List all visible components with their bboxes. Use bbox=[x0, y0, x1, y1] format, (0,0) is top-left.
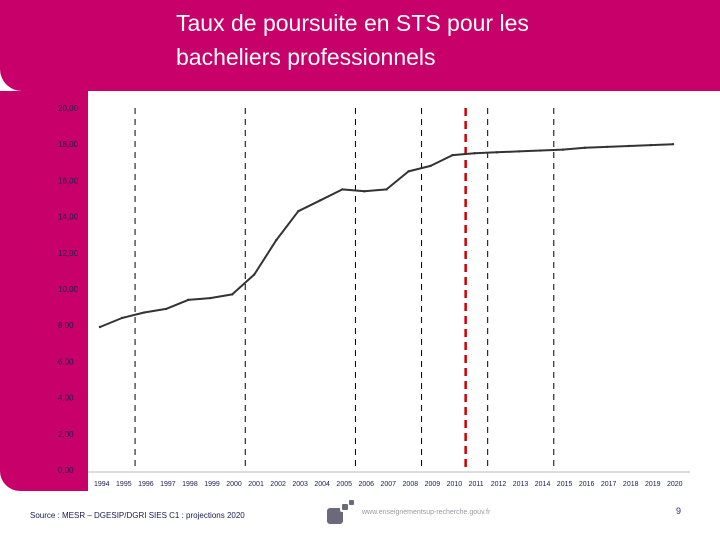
x-tick-label: 2007 bbox=[381, 481, 397, 488]
data-point bbox=[363, 190, 366, 193]
page-number: 9 bbox=[676, 506, 682, 516]
x-tick-label: 2008 bbox=[403, 481, 419, 488]
y-tick-label: 18,00 bbox=[58, 140, 79, 149]
data-point bbox=[98, 325, 102, 329]
title-line-1: Taux de poursuite en STS pour les bbox=[176, 10, 529, 36]
x-tick-label: 2017 bbox=[601, 481, 617, 488]
data-point bbox=[605, 145, 609, 149]
data-point bbox=[275, 238, 278, 242]
x-tick-label: 2001 bbox=[248, 481, 264, 488]
data-point bbox=[495, 151, 498, 154]
title-line-2: bacheliers professionnels bbox=[176, 44, 436, 70]
data-point bbox=[208, 296, 212, 300]
data-point bbox=[142, 311, 146, 314]
x-tick-label: 1994 bbox=[94, 481, 110, 488]
data-point bbox=[429, 164, 432, 168]
x-tick-label: 1996 bbox=[138, 481, 154, 488]
x-tick-label: 2020 bbox=[667, 481, 683, 488]
data-point bbox=[451, 153, 454, 157]
data-point bbox=[407, 170, 410, 173]
x-tick-label: 2019 bbox=[645, 481, 661, 488]
data-point bbox=[627, 144, 631, 148]
y-tick-label: 14,00 bbox=[58, 213, 79, 222]
data-point bbox=[671, 143, 675, 146]
x-tick-label: 2014 bbox=[535, 481, 551, 488]
x-tick-label: 2011 bbox=[469, 481, 484, 488]
data-point bbox=[319, 199, 322, 202]
x-tick-label: 2004 bbox=[314, 481, 330, 488]
data-point bbox=[231, 293, 234, 296]
x-tick-label: 1995 bbox=[116, 481, 132, 488]
x-tick-label: 2006 bbox=[358, 481, 374, 488]
data-point bbox=[120, 316, 124, 320]
x-tick-label: 1999 bbox=[204, 481, 220, 488]
data-point bbox=[539, 149, 542, 152]
y-tick-label: 2,00 bbox=[58, 430, 74, 439]
y-tick-label: 0,00 bbox=[58, 466, 74, 475]
data-point bbox=[297, 209, 300, 213]
y-tick-label: 12,00 bbox=[58, 249, 79, 258]
x-tick-label: 2010 bbox=[447, 481, 463, 488]
x-axis-ticks: 1994 1995 1996 1997 1998 1999 2000 2001 2002 2003… bbox=[94, 481, 683, 488]
x-tick-label: 2000 bbox=[226, 481, 242, 488]
data-point bbox=[561, 148, 565, 151]
y-axis-ticks: 0,00 2,00 4,00 6,00 8,00 10,00 12,00 14,00 16,00… bbox=[58, 104, 79, 475]
y-tick-label: 10,00 bbox=[58, 285, 79, 294]
y-tick-label: 16,00 bbox=[58, 176, 79, 185]
x-tick-label: 2002 bbox=[270, 481, 286, 488]
data-points bbox=[98, 143, 675, 329]
data-point bbox=[517, 150, 520, 153]
data-point bbox=[473, 152, 476, 155]
plot-area bbox=[88, 100, 690, 472]
x-tick-label: 1998 bbox=[182, 481, 198, 488]
y-tick-label: 6,00 bbox=[58, 357, 74, 366]
header-banner bbox=[0, 0, 720, 91]
slide-title: Taux de poursuite en STS pour les bachel… bbox=[176, 6, 696, 74]
data-point bbox=[341, 188, 344, 191]
x-tick-label: 2005 bbox=[336, 481, 352, 488]
x-tick-label: 2018 bbox=[623, 481, 639, 488]
source-note: Source : MESR – DGESIP/DGRI SIES C1 : pr… bbox=[30, 511, 245, 520]
data-point bbox=[649, 143, 653, 147]
left-rail bbox=[0, 91, 88, 491]
y-tick-label: 8,00 bbox=[58, 321, 74, 330]
data-point bbox=[164, 307, 168, 311]
data-point bbox=[385, 188, 388, 191]
x-tick-label: 2009 bbox=[425, 481, 441, 488]
data-point bbox=[253, 273, 256, 276]
y-tick-label: 4,00 bbox=[58, 394, 74, 403]
x-tick-label: 2012 bbox=[491, 481, 507, 488]
x-tick-label: 1997 bbox=[160, 481, 176, 488]
data-point bbox=[186, 298, 190, 302]
website-link[interactable]: www.enseignementsup-recherche.gouv.fr bbox=[362, 509, 491, 516]
ministry-logo-icon bbox=[327, 500, 355, 526]
x-tick-label: 2003 bbox=[292, 481, 308, 488]
y-tick-label: 20,00 bbox=[58, 104, 79, 113]
x-tick-label: 2013 bbox=[513, 481, 529, 488]
data-point bbox=[583, 146, 587, 150]
x-tick-label: 2015 bbox=[557, 481, 573, 488]
x-tick-label: 2016 bbox=[579, 481, 595, 488]
